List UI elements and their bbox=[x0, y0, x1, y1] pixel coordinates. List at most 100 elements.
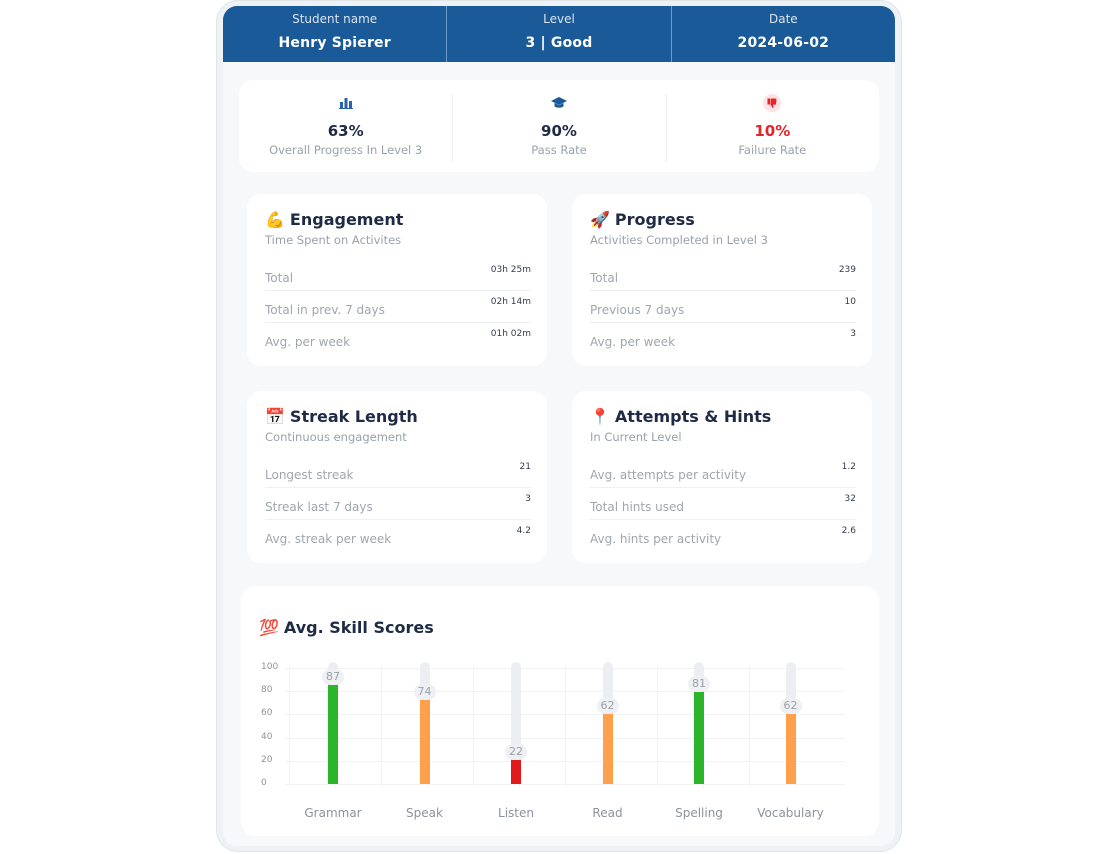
row-value: 10 bbox=[844, 297, 856, 307]
overall-progress-stat: 63% Overall Progress In Level 3 bbox=[239, 80, 452, 172]
attempts-subtitle: In Current Level bbox=[590, 430, 682, 444]
streak-title: 📅 Streak Length bbox=[265, 407, 531, 426]
row-label: Avg. attempts per activity bbox=[590, 467, 747, 482]
engagement-title: 💪 Engagement bbox=[265, 210, 531, 229]
thumbs-down-icon bbox=[666, 94, 879, 112]
progress-title: 🚀 Progress bbox=[590, 210, 856, 229]
report-header: Student name Henry Spierer Level 3 | Goo… bbox=[223, 6, 895, 62]
streak-row: Longest streak 21 bbox=[265, 456, 531, 488]
streak-row: Avg. streak per week 4.2 bbox=[265, 520, 531, 552]
progress-subtitle: Activities Completed in Level 3 bbox=[590, 233, 768, 247]
bar-value-label: 62 bbox=[596, 698, 619, 715]
row-label: Streak last 7 days bbox=[265, 499, 373, 514]
x-tick-label: Listen bbox=[498, 806, 534, 820]
level-cell: Level 3 | Good bbox=[447, 6, 672, 62]
row-value: 02h 14m bbox=[490, 297, 531, 307]
student-name-label: Student name bbox=[292, 12, 378, 26]
chart-gridline-vertical bbox=[565, 666, 566, 788]
progress-card: 🚀 Progress Activities Completed in Level… bbox=[572, 194, 872, 366]
row-value: 4.2 bbox=[516, 526, 531, 536]
row-value: 239 bbox=[838, 265, 856, 275]
failure-rate-value: 10% bbox=[754, 122, 791, 140]
bar-listen bbox=[511, 758, 521, 784]
pass-rate-caption: Pass Rate bbox=[531, 143, 587, 157]
chart-gridline-vertical bbox=[473, 666, 474, 788]
student-name-value: Henry Spierer bbox=[278, 35, 391, 51]
row-label: Avg. streak per week bbox=[265, 532, 392, 546]
attempts-title: 📍 Attempts & Hints bbox=[590, 407, 856, 426]
attempts-row: Total hints used 32 bbox=[590, 488, 856, 520]
date-label: Date bbox=[768, 12, 798, 26]
bar-spelling bbox=[694, 690, 704, 784]
bar-track bbox=[511, 662, 521, 784]
streak-card: 📅 Streak Length Continuous engagement Lo… bbox=[247, 391, 547, 563]
hundred-points-icon: 💯 bbox=[259, 618, 279, 637]
x-tick-label: Read bbox=[592, 806, 623, 820]
row-value: 03h 25m bbox=[490, 265, 531, 275]
y-tick-label: 100 bbox=[261, 662, 279, 672]
skill-scores-title-text: Avg. Skill Scores bbox=[283, 618, 434, 637]
y-tick-label: 20 bbox=[261, 754, 273, 765]
failure-rate-caption: Failure Rate bbox=[738, 143, 807, 157]
bar-read bbox=[602, 712, 613, 784]
bar-value-label: 62 bbox=[779, 698, 802, 715]
date-value: 2024-06-02 bbox=[737, 35, 830, 51]
engagement-subtitle: Time Spent on Activites bbox=[265, 233, 402, 247]
y-tick-label: 60 bbox=[261, 708, 273, 719]
engagement-title-text: Engagement bbox=[289, 210, 404, 229]
progress-row: Avg. per week 3 bbox=[590, 323, 856, 355]
row-label: Avg. per week bbox=[590, 335, 676, 349]
attempts-hints-card: 📍 Attempts & Hints In Current Level Avg.… bbox=[572, 391, 872, 563]
overall-progress-value: 63% bbox=[327, 122, 364, 140]
report-panel: Student name Henry Spierer Level 3 | Goo… bbox=[223, 6, 895, 846]
bar-grammar bbox=[328, 683, 338, 784]
engagement-row: Total 03h 25m bbox=[265, 259, 531, 291]
chart-gridline-vertical bbox=[749, 666, 750, 788]
calendar-icon: 📅 bbox=[265, 407, 285, 426]
level-value: 3 | Good bbox=[525, 35, 593, 51]
row-label: Previous 7 days bbox=[590, 302, 685, 317]
bar-value-label: 81 bbox=[688, 676, 710, 693]
chart-gridline-vertical bbox=[657, 666, 658, 788]
skill-scores-card: 💯 Avg. Skill Scores 0 20 40 60 80 100 87 Gramma… bbox=[241, 586, 879, 836]
row-label: Total bbox=[265, 270, 294, 285]
flexed-biceps-icon: 💪 bbox=[265, 210, 285, 229]
row-value: 32 bbox=[844, 494, 856, 504]
progress-title-text: Progress bbox=[614, 210, 695, 229]
level-label: Level bbox=[543, 12, 575, 26]
date-cell: Date 2024-06-02 bbox=[672, 6, 895, 62]
row-value: 3 bbox=[525, 494, 531, 504]
bar-vocabulary bbox=[785, 712, 796, 784]
pin-icon: 📍 bbox=[590, 407, 610, 426]
row-label: Total bbox=[590, 270, 619, 285]
graduation-cap-icon bbox=[452, 94, 665, 112]
chart-gridline-vertical bbox=[289, 666, 290, 788]
engagement-row: Avg. per week 01h 02m bbox=[265, 323, 531, 355]
summary-stats-card: 63% Overall Progress In Level 3 90% Pass… bbox=[239, 80, 879, 172]
pass-rate-value: 90% bbox=[541, 122, 577, 140]
row-label: Total in prev. 7 days bbox=[265, 302, 385, 317]
streak-title-text: Streak Length bbox=[289, 407, 418, 426]
bar-value-label: 87 bbox=[322, 669, 344, 686]
row-value: 21 bbox=[519, 462, 531, 472]
engagement-row: Total in prev. 7 days 02h 14m bbox=[265, 291, 531, 323]
engagement-card: 💪 Engagement Time Spent on Activites Tot… bbox=[247, 194, 547, 366]
row-label: Longest streak bbox=[265, 467, 354, 482]
streak-subtitle: Continuous engagement bbox=[265, 430, 407, 444]
y-tick-label: 0 bbox=[261, 778, 267, 788]
x-tick-label: Vocabulary bbox=[757, 806, 824, 820]
bar-value-label: 22 bbox=[505, 744, 527, 761]
bar-value-label: 74 bbox=[413, 684, 436, 701]
chart-gridline-vertical bbox=[795, 666, 796, 788]
x-tick-label: Grammar bbox=[304, 806, 362, 820]
bar-chart-icon bbox=[239, 94, 452, 112]
attempts-title-text: Attempts & Hints bbox=[614, 407, 772, 426]
row-value: 2.6 bbox=[841, 526, 856, 536]
pass-rate-stat: 90% Pass Rate bbox=[452, 80, 665, 172]
row-value: 01h 02m bbox=[490, 329, 531, 339]
row-label: Avg. per week bbox=[265, 335, 351, 349]
rocket-icon: 🚀 bbox=[590, 210, 610, 229]
progress-row: Previous 7 days 10 bbox=[590, 291, 856, 323]
streak-row: Streak last 7 days 3 bbox=[265, 488, 531, 520]
student-name-cell: Student name Henry Spierer bbox=[223, 6, 448, 62]
